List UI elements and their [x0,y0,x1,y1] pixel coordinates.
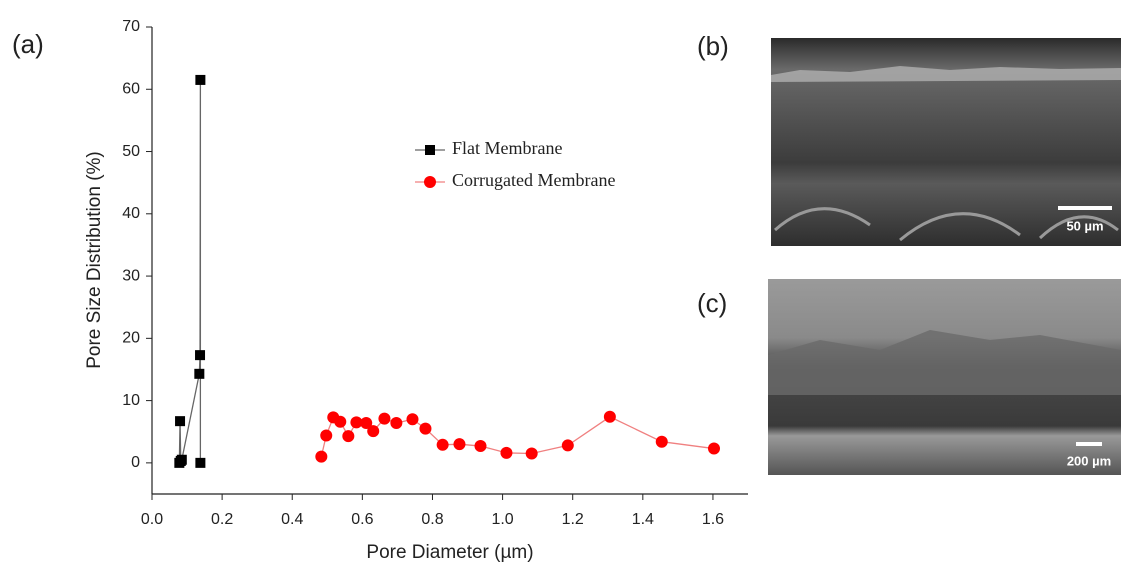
x-tick-label: 0.2 [211,511,233,528]
y-tick-label: 0 [131,454,140,471]
marker [562,439,574,451]
y-tick-label: 30 [122,267,140,284]
marker [194,369,204,379]
marker [175,416,185,426]
x-tick-label: 1.4 [632,511,654,528]
x-tick-label: 1.0 [491,511,513,528]
legend-label: Corrugated Membrane [452,170,615,190]
marker [378,413,390,425]
y-tick-label: 50 [122,143,140,160]
panel-label: (a) [12,29,44,59]
marker [195,458,205,468]
y-tick-label: 70 [122,18,140,35]
x-axis-title: Pore Diameter (µm) [366,542,533,563]
x-tick-label: 0.0 [141,511,163,528]
marker [656,436,668,448]
legend-marker [425,145,435,155]
series-line [179,80,200,463]
marker [320,429,332,441]
marker [437,439,449,451]
y-tick-label: 20 [122,330,140,347]
x-tick-label: 0.4 [281,511,303,528]
marker [475,440,487,452]
marker [500,447,512,459]
marker [367,425,379,437]
x-tick-label: 1.2 [562,511,584,528]
marker [526,448,538,460]
marker [195,350,205,360]
marker [419,423,431,435]
marker [177,455,187,465]
sem-image-c: 200 µm [768,279,1121,475]
y-axis-title: Pore Size Distribution (%) [84,151,105,369]
marker [195,75,205,85]
marker [604,411,616,423]
marker [342,430,354,442]
y-tick-label: 40 [122,205,140,222]
x-tick-label: 0.8 [421,511,443,528]
marker [708,443,720,455]
marker [453,438,465,450]
y-tick-label: 60 [122,80,140,97]
scale-bar-label: 50 µm [1066,218,1103,233]
x-tick-label: 0.6 [351,511,373,528]
panel-label: (b) [697,31,729,61]
x-tick-label: 1.6 [702,511,724,528]
y-tick-label: 10 [122,392,140,409]
figure: (a) (b) (c) 50 µm 200 µm Pore Diameter (… [0,0,1124,571]
legend-marker [424,176,436,188]
sem-image-b: 50 µm [771,38,1121,246]
marker [406,413,418,425]
panel-label: (c) [697,288,727,318]
legend-label: Flat Membrane [452,138,562,158]
marker [390,417,402,429]
marker [315,451,327,463]
marker [334,416,346,428]
scale-bar-label: 200 µm [1067,453,1111,468]
